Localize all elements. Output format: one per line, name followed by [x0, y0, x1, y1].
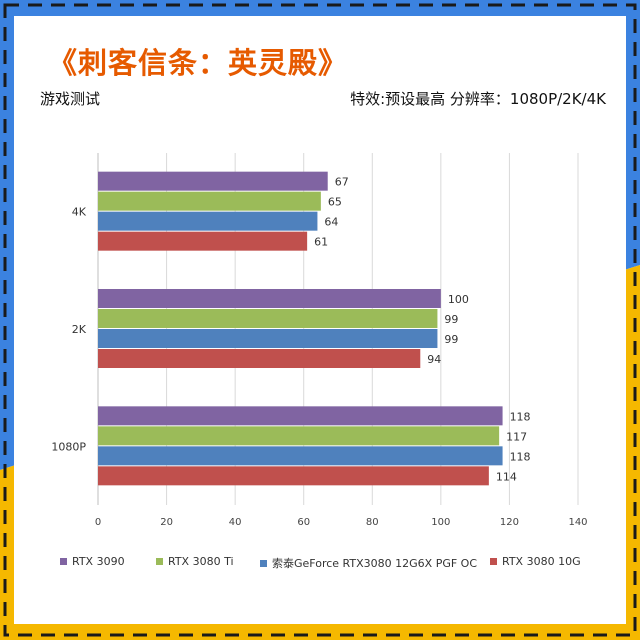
bar	[98, 289, 441, 308]
bar	[98, 349, 421, 368]
test-label: 游戏测试	[40, 90, 101, 108]
data-label: 118	[510, 450, 531, 463]
data-label: 99	[444, 313, 458, 326]
legend-item: 索泰GeForce RTX3080 12G6X PGF OC	[260, 555, 477, 571]
page-title: 《刺客信条：英灵殿》	[48, 46, 349, 80]
legend-swatch	[156, 558, 163, 565]
data-label: 117	[506, 430, 527, 443]
legend-label: RTX 3090	[72, 555, 125, 568]
data-label: 100	[448, 293, 469, 306]
x-tick-label: 40	[229, 517, 242, 528]
data-label: 94	[427, 353, 441, 366]
bar	[98, 446, 503, 466]
legend-item: RTX 3080 10G	[490, 555, 581, 568]
bar	[98, 466, 489, 486]
data-label: 99	[444, 333, 458, 346]
bar	[98, 309, 438, 328]
bar	[98, 191, 321, 211]
x-tick-label: 140	[568, 517, 587, 528]
settings-label: 特效:预设最高 分辨率：1080P/2K/4K	[350, 90, 606, 108]
bar	[98, 426, 500, 446]
bar	[98, 329, 438, 348]
bar	[98, 171, 328, 191]
data-label: 118	[510, 410, 531, 423]
legend-item: RTX 3080 Ti	[156, 555, 234, 568]
bar	[98, 231, 308, 251]
legend-swatch	[260, 559, 267, 567]
data-label: 61	[314, 236, 328, 249]
x-tick-label: 100	[431, 517, 450, 528]
x-tick-label: 80	[366, 517, 379, 528]
legend-item: RTX 3090	[60, 555, 125, 568]
legend-label: RTX 3080 Ti	[168, 555, 234, 568]
data-label: 114	[496, 470, 517, 483]
legend-label: RTX 3080 10G	[502, 555, 581, 568]
x-tick-label: 20	[160, 517, 173, 528]
category-label: 4K	[72, 206, 87, 219]
category-label: 2K	[72, 323, 87, 336]
legend-swatch	[490, 558, 497, 565]
data-label: 64	[324, 216, 338, 229]
data-label: 65	[328, 196, 342, 209]
x-tick-label: 120	[500, 517, 519, 528]
legend-label: 索泰GeForce RTX3080 12G6X PGF OC	[272, 557, 478, 570]
legend-swatch	[60, 558, 67, 565]
bar	[98, 211, 318, 231]
x-tick-label: 0	[95, 517, 101, 528]
x-tick-label: 60	[297, 517, 310, 528]
chart-legend: RTX 3090 RTX 3080 Ti 索泰GeForce RTX3080 12G…	[60, 555, 590, 571]
category-label: 1080P	[51, 440, 86, 453]
bar	[98, 406, 503, 426]
data-label: 67	[335, 176, 349, 189]
